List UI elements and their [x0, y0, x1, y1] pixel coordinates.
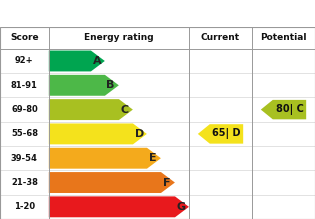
Polygon shape	[49, 75, 119, 96]
Text: E: E	[149, 153, 156, 163]
Text: B: B	[106, 80, 115, 90]
Polygon shape	[49, 51, 105, 71]
Text: A: A	[93, 56, 101, 66]
Text: 39-54: 39-54	[11, 154, 38, 163]
Polygon shape	[49, 148, 161, 169]
Polygon shape	[49, 172, 175, 193]
Polygon shape	[49, 196, 189, 217]
Text: 55-68: 55-68	[11, 129, 38, 138]
Text: Current: Current	[201, 33, 240, 42]
Text: 92+: 92+	[15, 57, 34, 65]
Text: C: C	[120, 105, 129, 115]
Text: 69-80: 69-80	[11, 105, 38, 114]
Polygon shape	[49, 99, 133, 120]
Polygon shape	[261, 100, 306, 119]
Text: Potential: Potential	[260, 33, 307, 42]
Text: 65| D: 65| D	[212, 128, 241, 140]
Polygon shape	[198, 124, 243, 144]
Text: 21-38: 21-38	[11, 178, 38, 187]
Text: 81-91: 81-91	[11, 81, 38, 90]
Text: 1-20: 1-20	[14, 202, 35, 211]
Text: G: G	[176, 202, 186, 212]
Polygon shape	[49, 124, 147, 144]
Text: D: D	[135, 129, 144, 139]
Text: 80| C: 80| C	[276, 104, 304, 115]
Text: Score: Score	[10, 33, 39, 42]
Text: Energy Efficiency Rating: Energy Efficiency Rating	[5, 7, 167, 20]
Text: F: F	[163, 178, 170, 187]
Text: Energy rating: Energy rating	[84, 33, 154, 42]
